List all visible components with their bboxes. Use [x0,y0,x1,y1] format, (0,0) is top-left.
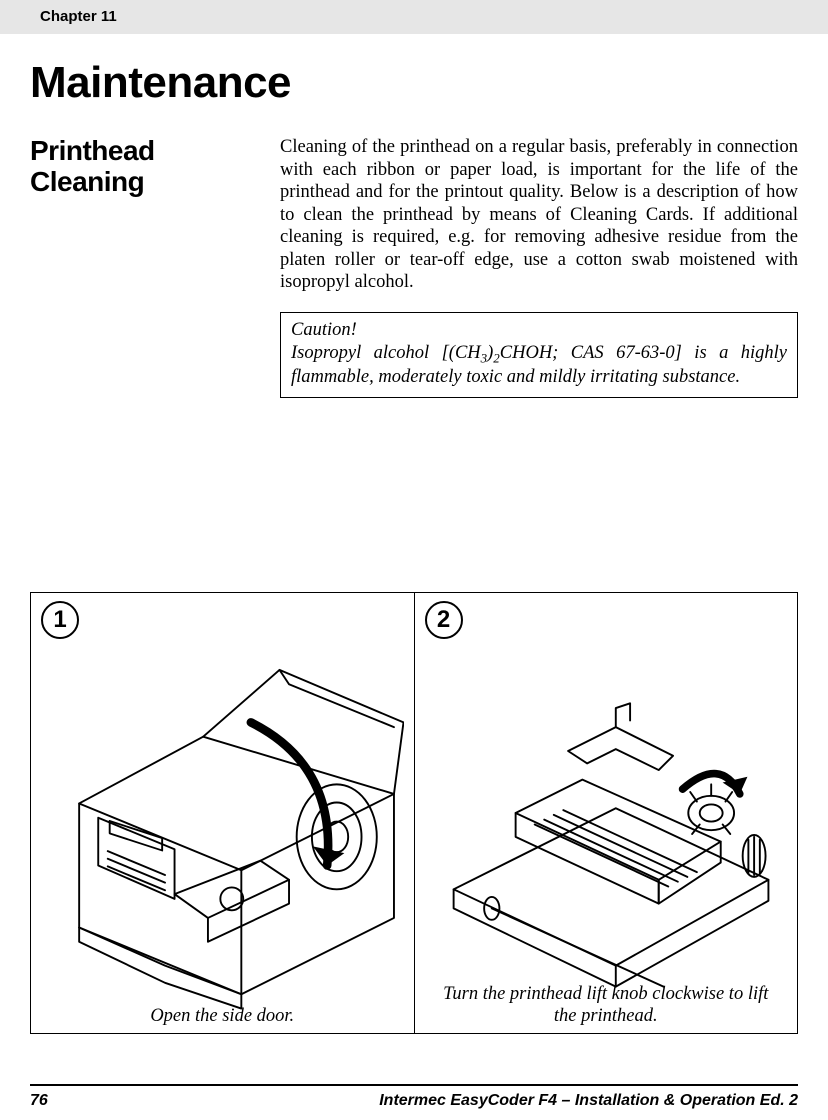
caution-title: Caution! [291,319,787,342]
chapter-label: Chapter 11 [40,8,117,25]
sidehead-line1: Printhead [30,135,155,166]
page-title: Maintenance [30,58,828,108]
figure-2-caption: Turn the printhead lift knob clockwise t… [415,983,798,1027]
page-footer: 76 Intermec EasyCoder F4 – Installation … [30,1084,798,1110]
body-column: Cleaning of the printhead on a regular b… [280,136,798,398]
page: Chapter 11 Maintenance Printhead Cleanin… [0,0,828,1120]
doc-title-footer: Intermec EasyCoder F4 – Installation & O… [379,1092,798,1110]
content-columns: Printhead Cleaning Cleaning of the print… [0,136,828,398]
caution-pre: Isopropyl alcohol [(CH [291,343,481,363]
caution-text: Isopropyl alcohol [(CH3)2CHOH; CAS 67-63… [291,343,787,387]
side-heading: Printhead Cleaning [30,136,280,398]
page-number: 76 [30,1092,48,1110]
body-paragraph: Cleaning of the printhead on a regular b… [280,136,798,294]
chapter-bar: Chapter 11 [0,0,828,34]
caution-box: Caution! Isopropyl alcohol [(CH3)2CHOH; … [280,312,798,398]
figure-2: 2 [414,593,798,1033]
step-number-1: 1 [41,601,79,639]
printhead-lift-illustration [425,603,788,1023]
figure-1-caption: Open the side door. [31,1005,414,1027]
figure-row: 1 [30,592,798,1034]
step-number-2: 2 [425,601,463,639]
printer-open-door-illustration [41,603,404,1023]
sidehead-line2: Cleaning [30,166,144,197]
figure-1: 1 [31,593,414,1033]
